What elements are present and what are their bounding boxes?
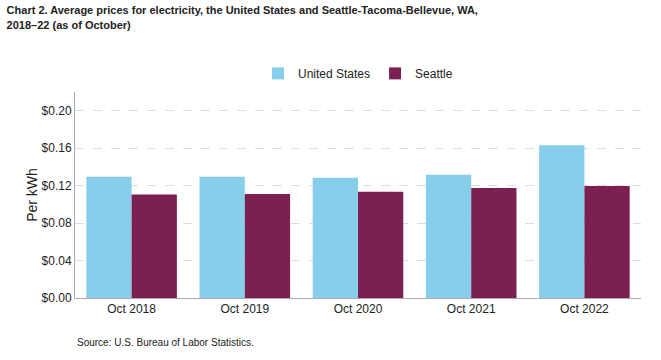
svg-text:$0.00: $0.00 [42,291,72,305]
svg-text:$0.20: $0.20 [42,104,72,118]
svg-text:Seattle: Seattle [415,67,453,81]
svg-text:Chart 2. Average prices for el: Chart 2. Average prices for electricity,… [7,4,478,30]
svg-text:$0.16: $0.16 [42,141,72,155]
svg-text:Oct 2019: Oct 2019 [220,302,269,316]
svg-text:United States: United States [298,67,370,81]
svg-text:Oct 2021: Oct 2021 [447,302,496,316]
svg-text:Oct 2018: Oct 2018 [107,302,156,316]
svg-text:$0.12: $0.12 [42,179,72,193]
svg-text:Oct 2022: Oct 2022 [560,302,609,316]
svg-text:Oct 2020: Oct 2020 [334,302,383,316]
svg-text:Per kWh: Per kWh [24,168,40,222]
svg-text:$0.04: $0.04 [42,254,72,268]
svg-text:Source: U.S. Bureau of Labor S: Source: U.S. Bureau of Labor Statistics. [77,337,254,348]
svg-text:$0.08: $0.08 [42,216,72,230]
